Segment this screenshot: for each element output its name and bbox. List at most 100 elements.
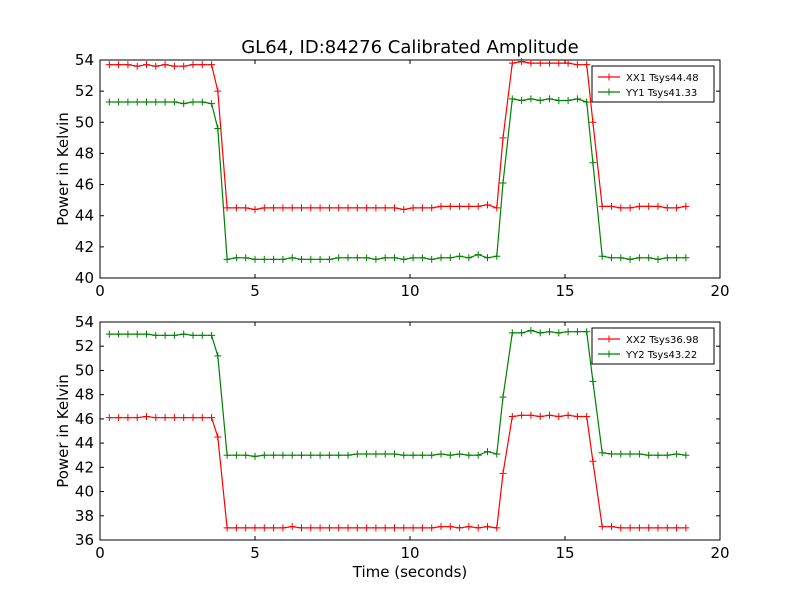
data-point-marker xyxy=(307,204,315,212)
data-point-marker xyxy=(307,255,315,263)
data-point-marker xyxy=(189,98,197,106)
data-point-marker xyxy=(115,61,123,69)
data-point-marker xyxy=(418,254,426,262)
data-point-marker xyxy=(223,451,231,459)
data-point-marker xyxy=(573,95,581,103)
data-point-marker xyxy=(335,204,343,212)
data-point-marker xyxy=(682,202,690,210)
data-point-marker xyxy=(682,451,690,459)
data-point-marker xyxy=(428,451,436,459)
data-point-marker xyxy=(307,524,315,532)
data-point-marker xyxy=(400,524,408,532)
data-point-marker xyxy=(260,524,268,532)
data-point-marker xyxy=(536,329,544,337)
data-point-marker xyxy=(663,451,671,459)
data-point-marker xyxy=(363,254,371,262)
x-tick-label: 10 xyxy=(400,544,419,562)
data-point-marker xyxy=(673,204,681,212)
data-point-marker xyxy=(400,451,408,459)
data-point-marker xyxy=(598,202,606,210)
data-point-marker xyxy=(456,202,464,210)
data-point-marker xyxy=(465,451,473,459)
data-point-marker xyxy=(381,524,389,532)
data-point-marker xyxy=(363,450,371,458)
y-tick-label: 44 xyxy=(75,207,94,225)
data-point-marker xyxy=(133,330,141,338)
data-point-marker xyxy=(546,59,553,67)
data-point-marker xyxy=(391,254,398,262)
data-point-marker xyxy=(635,254,643,262)
data-point-marker xyxy=(508,412,516,420)
data-point-marker xyxy=(251,524,259,532)
data-point-marker xyxy=(161,61,169,69)
data-point-marker xyxy=(428,524,436,532)
y-tick-label: 36 xyxy=(75,531,94,549)
data-point-marker xyxy=(124,61,132,69)
data-point-marker xyxy=(279,451,287,459)
data-point-marker xyxy=(180,330,188,338)
data-point-marker xyxy=(456,450,464,458)
data-point-marker xyxy=(446,202,454,210)
data-point-marker xyxy=(391,450,398,458)
data-point-marker xyxy=(316,524,324,532)
data-point-marker xyxy=(372,255,380,263)
data-point-marker xyxy=(223,255,231,263)
data-point-marker xyxy=(437,523,445,531)
data-point-marker xyxy=(484,448,491,456)
data-point-marker xyxy=(645,524,653,532)
data-point-marker xyxy=(170,62,178,70)
x-tick-label: 15 xyxy=(555,282,574,300)
data-point-marker xyxy=(555,412,563,420)
data-point-marker xyxy=(555,59,563,67)
data-point-marker xyxy=(493,204,501,212)
data-point-marker xyxy=(428,204,436,212)
data-point-marker xyxy=(251,452,259,460)
x-axis-label: Time (seconds) xyxy=(352,563,468,581)
y-tick-label: 52 xyxy=(75,337,94,355)
data-point-marker xyxy=(456,524,464,532)
data-point-marker xyxy=(325,451,333,459)
data-point-marker xyxy=(518,411,526,419)
data-point-marker xyxy=(564,328,572,336)
legend-marker xyxy=(605,335,613,343)
data-point-marker xyxy=(372,524,380,532)
data-point-marker xyxy=(418,204,426,212)
data-point-marker xyxy=(654,524,662,532)
data-point-marker xyxy=(270,255,278,263)
data-point-marker xyxy=(589,159,597,167)
data-point-marker xyxy=(353,450,361,458)
x-tick-label: 20 xyxy=(710,544,729,562)
data-point-marker xyxy=(536,59,544,67)
subplot-top: 0 5 10 15 20 40 42 44 46 48 50 52 54 Power in Kelvin X… xyxy=(54,51,730,300)
data-point-marker xyxy=(223,204,231,212)
data-point-marker xyxy=(143,61,150,69)
data-point-marker xyxy=(437,450,445,458)
data-point-marker xyxy=(474,202,482,210)
data-point-marker xyxy=(208,61,216,69)
data-point-marker xyxy=(270,204,278,212)
data-point-marker xyxy=(446,523,454,531)
data-point-marker xyxy=(527,326,535,334)
data-point-marker xyxy=(260,451,268,459)
y-tick-label: 48 xyxy=(75,144,94,162)
data-point-marker xyxy=(635,524,643,532)
data-point-marker xyxy=(418,524,426,532)
data-point-marker xyxy=(344,451,352,459)
data-point-marker xyxy=(105,61,113,69)
legend-label: YY1 Tsys41.33 xyxy=(625,88,697,99)
data-point-marker xyxy=(270,451,278,459)
data-point-marker xyxy=(474,524,482,532)
data-point-marker xyxy=(133,414,141,422)
data-point-marker xyxy=(527,411,535,419)
data-point-marker xyxy=(598,523,606,531)
data-point-marker xyxy=(133,98,141,106)
data-point-marker xyxy=(288,523,296,531)
data-point-marker xyxy=(143,98,150,106)
data-point-marker xyxy=(279,255,287,263)
x-tick-label: 5 xyxy=(250,282,260,300)
data-point-marker xyxy=(214,87,222,95)
data-point-marker xyxy=(232,204,240,212)
data-point-marker xyxy=(208,414,216,422)
data-point-marker xyxy=(344,254,352,262)
